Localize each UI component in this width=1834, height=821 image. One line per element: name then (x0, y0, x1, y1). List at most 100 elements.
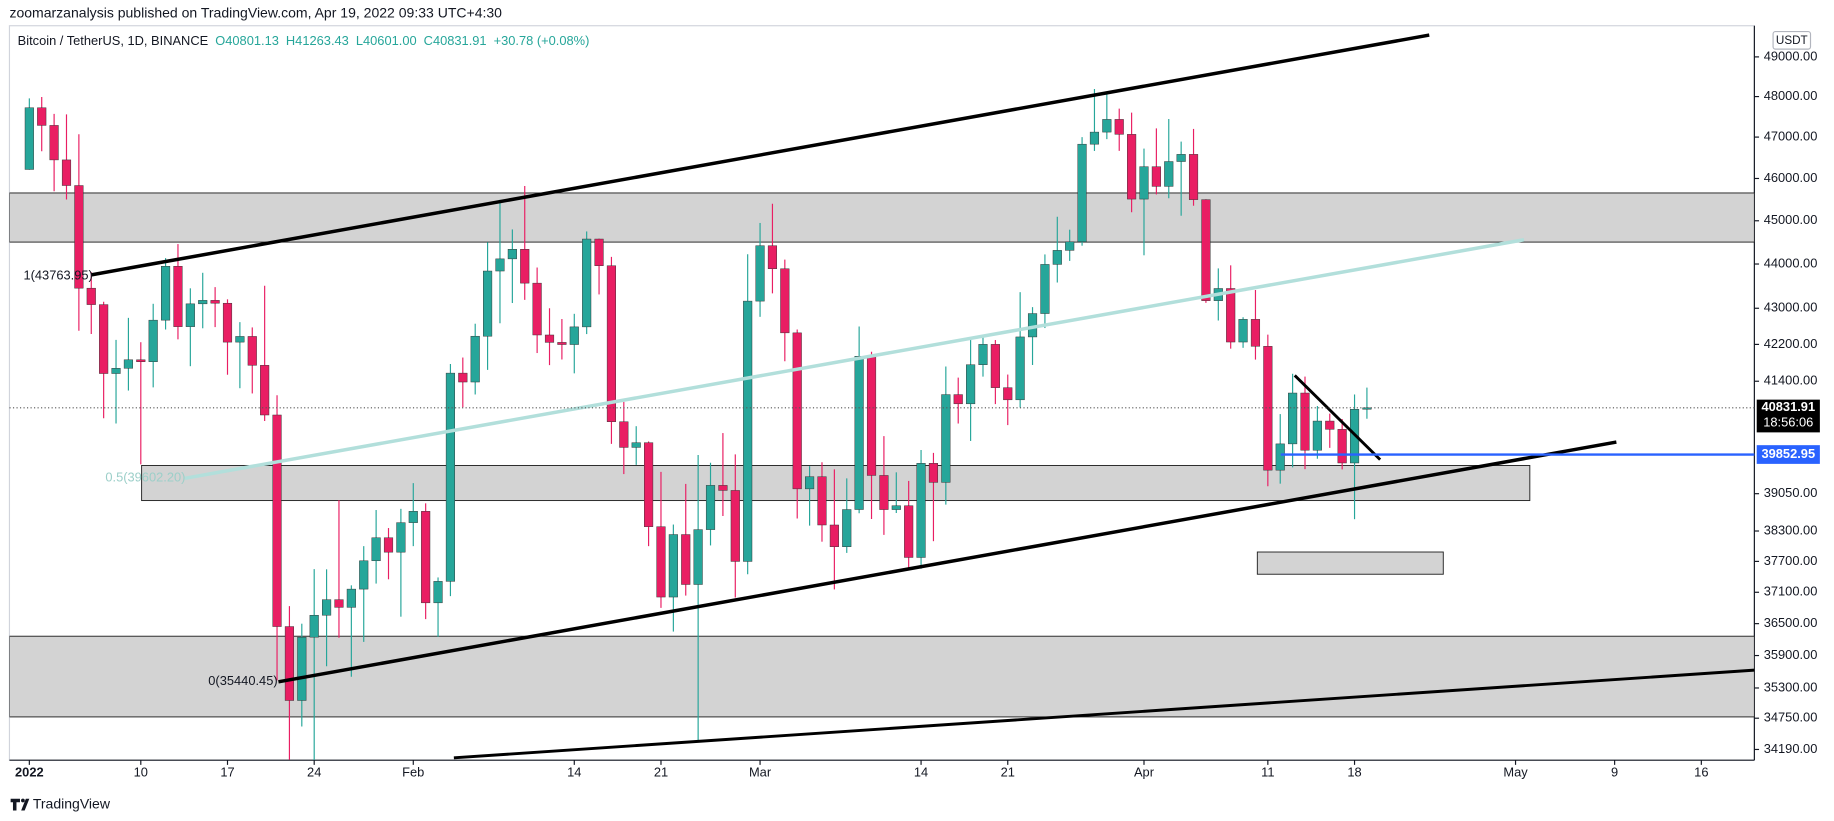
currency[interactable]: USDT (1776, 34, 1808, 47)
candle-body (941, 394, 951, 483)
trend-line (1293, 374, 1382, 461)
y-tick-label: 34750.00 (1764, 710, 1818, 725)
candle-body (966, 364, 976, 405)
x-tick-label: 18 (1347, 764, 1361, 779)
candle-body (879, 475, 889, 510)
candle-body (1226, 288, 1236, 343)
candle-body (693, 529, 703, 585)
candle-body (1300, 392, 1310, 451)
candle-body (829, 524, 839, 547)
candle-body (470, 335, 480, 383)
candle-body (681, 534, 691, 585)
candle-body (619, 421, 629, 448)
y-tick-label: 48000.00 (1764, 88, 1818, 103)
candle-body (408, 511, 418, 523)
candle-body (1151, 166, 1161, 187)
candle-body (569, 326, 579, 345)
candle-body (1114, 119, 1124, 135)
candle-body (458, 372, 468, 383)
candle-body (1139, 166, 1149, 200)
candle-body (383, 537, 394, 553)
candle-body (792, 332, 802, 490)
candle-body (644, 442, 654, 527)
candle-body (1077, 143, 1087, 243)
y-tick-label: 42200.00 (1764, 336, 1818, 351)
candle-body (1176, 154, 1186, 162)
candle-body (1263, 346, 1273, 471)
candle-body (854, 356, 864, 510)
candle-body (532, 282, 542, 336)
candle-body (1312, 420, 1322, 451)
candle-body (359, 560, 369, 590)
candle-body (297, 636, 307, 701)
candle-body (805, 476, 815, 490)
candle-body (136, 359, 146, 362)
last-price-tag (1756, 399, 1820, 433)
symbol: Bitcoin / TetherUS, 1D, BINANCE (18, 33, 209, 48)
candle-body (582, 238, 592, 328)
candle-body (1040, 264, 1050, 314)
y-tick-label: 34190.00 (1764, 741, 1818, 756)
candle-body (260, 365, 270, 416)
candle-body (1102, 119, 1112, 133)
x-tick-label: 21 (654, 764, 668, 779)
y-tick-label: 46000.00 (1764, 170, 1818, 185)
candle-body (817, 476, 827, 526)
open: O40801.13 (215, 33, 279, 48)
candle-body (668, 534, 678, 598)
candle-body (235, 336, 245, 343)
candle-body (210, 300, 220, 304)
candle-body (483, 270, 493, 337)
currency-box[interactable] (1772, 30, 1812, 50)
candle-body (334, 599, 344, 608)
candle-body (1127, 134, 1137, 200)
tradingview-logo (10, 798, 30, 811)
candle-body (1188, 154, 1199, 200)
y-tick-label: 44000.00 (1764, 255, 1818, 270)
alert-tag (1756, 445, 1820, 464)
candle-body (24, 107, 34, 170)
candle-body (61, 159, 72, 186)
footer: TradingView (33, 795, 111, 811)
y-tick-label: 35300.00 (1764, 679, 1818, 694)
x-tick-label: Mar (749, 764, 772, 779)
candle-body (1288, 392, 1298, 445)
trend-lines (91, 33, 1755, 760)
candle-body (284, 626, 294, 701)
zone (9, 192, 1755, 243)
y-tick-label: 37100.00 (1764, 584, 1818, 599)
candle-body (767, 245, 778, 269)
candle-body (371, 537, 381, 562)
y-tick-label: 43000.00 (1764, 300, 1818, 315)
x-tick-label: Feb (402, 764, 424, 779)
x-tick-label: 14 (914, 764, 928, 779)
candle-body (247, 336, 257, 366)
symbol-legend: Bitcoin / TetherUS, 1D, BINANCE O40801.13… (18, 33, 590, 48)
candle-body (953, 394, 963, 405)
y-tick-label: 35900.00 (1764, 647, 1818, 662)
y-tick-label: 49000.00 (1764, 48, 1818, 63)
candle-body (396, 522, 406, 553)
y-tick-label: 45000.00 (1764, 212, 1818, 227)
x-tick-label: 24 (307, 764, 321, 779)
candle-body (1089, 131, 1100, 145)
candle-body (1337, 429, 1347, 464)
y-tick-label: 38300.00 (1764, 522, 1818, 537)
candle-body (990, 344, 1000, 388)
candle-body (978, 344, 988, 365)
candle-body (755, 245, 765, 302)
trend-line (91, 33, 1430, 277)
candle-body (198, 300, 208, 305)
candle-body (705, 485, 716, 530)
candle-body (656, 526, 666, 598)
candle-body (1164, 161, 1174, 187)
candle-body (1003, 387, 1013, 401)
trend-line (278, 440, 1617, 684)
candle-body (1325, 420, 1335, 430)
high: H41263.43 (286, 33, 349, 48)
candle-body (1238, 319, 1248, 343)
alert-label: 39852.95 (1761, 446, 1815, 461)
trend-line (453, 668, 1755, 760)
y-tick-label: 37700.00 (1764, 553, 1818, 568)
y-tick-label: 41400.00 (1764, 373, 1818, 388)
